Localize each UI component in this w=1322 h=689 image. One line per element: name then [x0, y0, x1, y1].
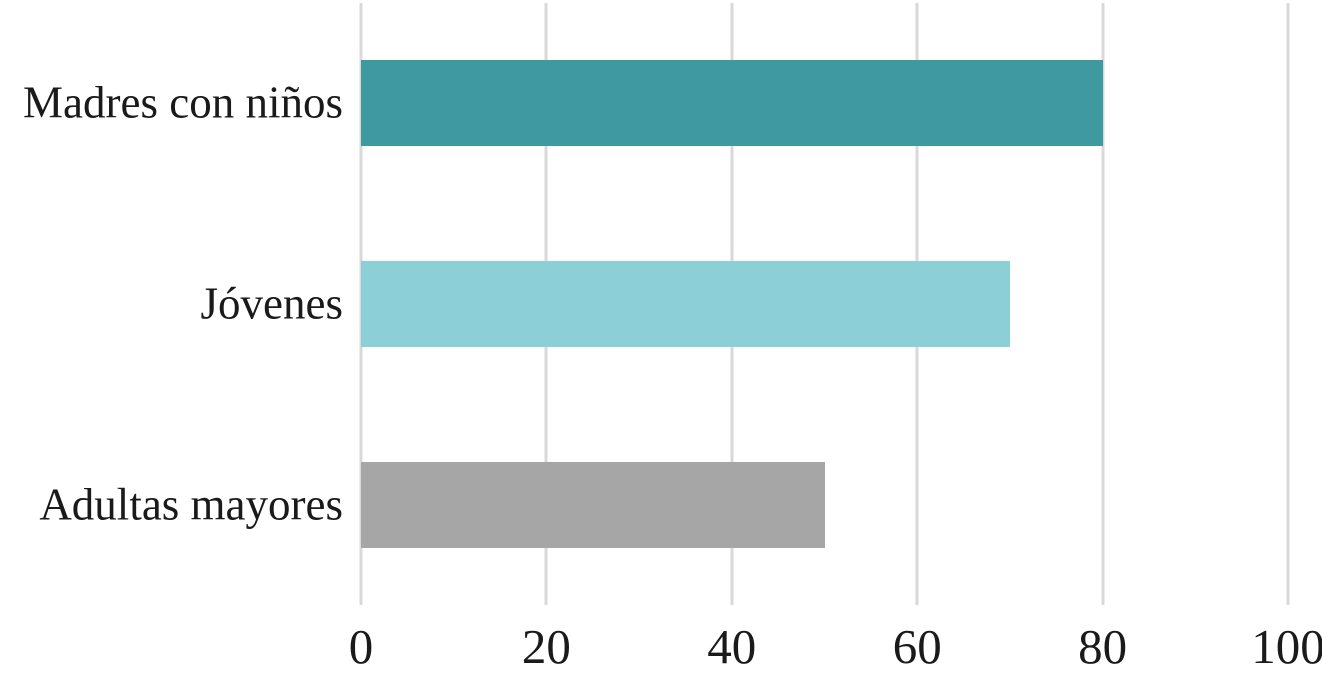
- x-tick-label-100: 100: [1251, 619, 1322, 674]
- x-tick-label-0: 0: [348, 619, 374, 674]
- gridline-x-100: [1286, 3, 1290, 605]
- category-label-1: Madres con niños: [23, 77, 343, 128]
- x-tick-label-60: 60: [892, 619, 942, 674]
- category-label-3: Adultas mayores: [39, 479, 343, 530]
- value-axis: 0 20 40 60 80 100: [349, 619, 1322, 689]
- bar-1: [361, 60, 1103, 147]
- x-tick-label-40: 40: [707, 619, 757, 674]
- bar-3: [361, 461, 825, 548]
- category-axis: Madres con niños Jóvenes Adultas mayores: [0, 3, 343, 605]
- category-label-2: Jóvenes: [200, 278, 343, 329]
- plot-area: [359, 3, 1290, 605]
- gridline-x-80: [1101, 3, 1105, 605]
- bar-2: [361, 261, 1010, 347]
- x-tick-label-20: 20: [521, 619, 571, 674]
- x-tick-label-80: 80: [1078, 619, 1128, 674]
